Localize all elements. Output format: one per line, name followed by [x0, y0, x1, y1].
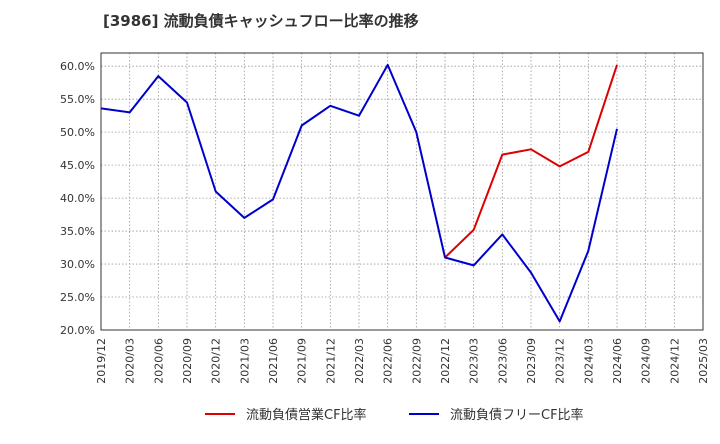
x-tick-label: 2022/03 — [353, 338, 366, 384]
series-line-0 — [444, 64, 618, 259]
legend-label: 流動負債フリーCF比率 — [450, 407, 584, 423]
chart-title: [3986] 流動負債キャッシュフロー比率の推移 — [103, 12, 419, 30]
x-tick-label: 2022/06 — [382, 338, 395, 384]
y-tick-label: 20.0% — [60, 324, 95, 337]
plot-border — [100, 52, 704, 331]
plot-area — [101, 53, 703, 330]
y-tick-label: 25.0% — [60, 291, 95, 304]
x-tick-label: 2023/12 — [554, 338, 567, 384]
x-tick-label: 2021/03 — [238, 338, 251, 384]
x-tick-label: 2022/12 — [439, 338, 452, 384]
y-tick-label: 30.0% — [60, 258, 95, 271]
x-tick-label: 2020/09 — [181, 338, 194, 384]
x-tick-label: 2023/09 — [525, 338, 538, 384]
x-tick-label: 2024/03 — [582, 338, 595, 384]
x-tick-label: 2024/12 — [668, 338, 681, 384]
y-tick-label: 55.0% — [60, 93, 95, 106]
x-tick-label: 2021/06 — [267, 338, 280, 384]
x-tick-label: 2025/03 — [697, 338, 710, 384]
x-tick-label: 2023/03 — [468, 338, 481, 384]
series-line-1 — [100, 63, 618, 323]
y-tick-label: 60.0% — [60, 60, 95, 73]
y-tick-label: 50.0% — [60, 126, 95, 139]
x-tick-label: 2024/09 — [640, 338, 653, 384]
y-tick-label: 40.0% — [60, 192, 95, 205]
y-tick-label: 45.0% — [60, 159, 95, 172]
x-tick-label: 2023/06 — [496, 338, 509, 384]
x-tick-label: 2024/06 — [611, 338, 624, 384]
x-tick-label: 2020/03 — [124, 338, 137, 384]
legend-label: 流動負債営業CF比率 — [246, 407, 367, 423]
x-tick-label: 2021/12 — [324, 338, 337, 384]
x-tick-label: 2019/12 — [95, 338, 108, 384]
x-tick-label: 2020/12 — [210, 338, 223, 384]
x-tick-label: 2020/06 — [152, 338, 165, 384]
x-tick-label: 2021/09 — [296, 338, 309, 384]
x-tick-label: 2022/09 — [410, 338, 423, 384]
y-tick-label: 35.0% — [60, 225, 95, 238]
